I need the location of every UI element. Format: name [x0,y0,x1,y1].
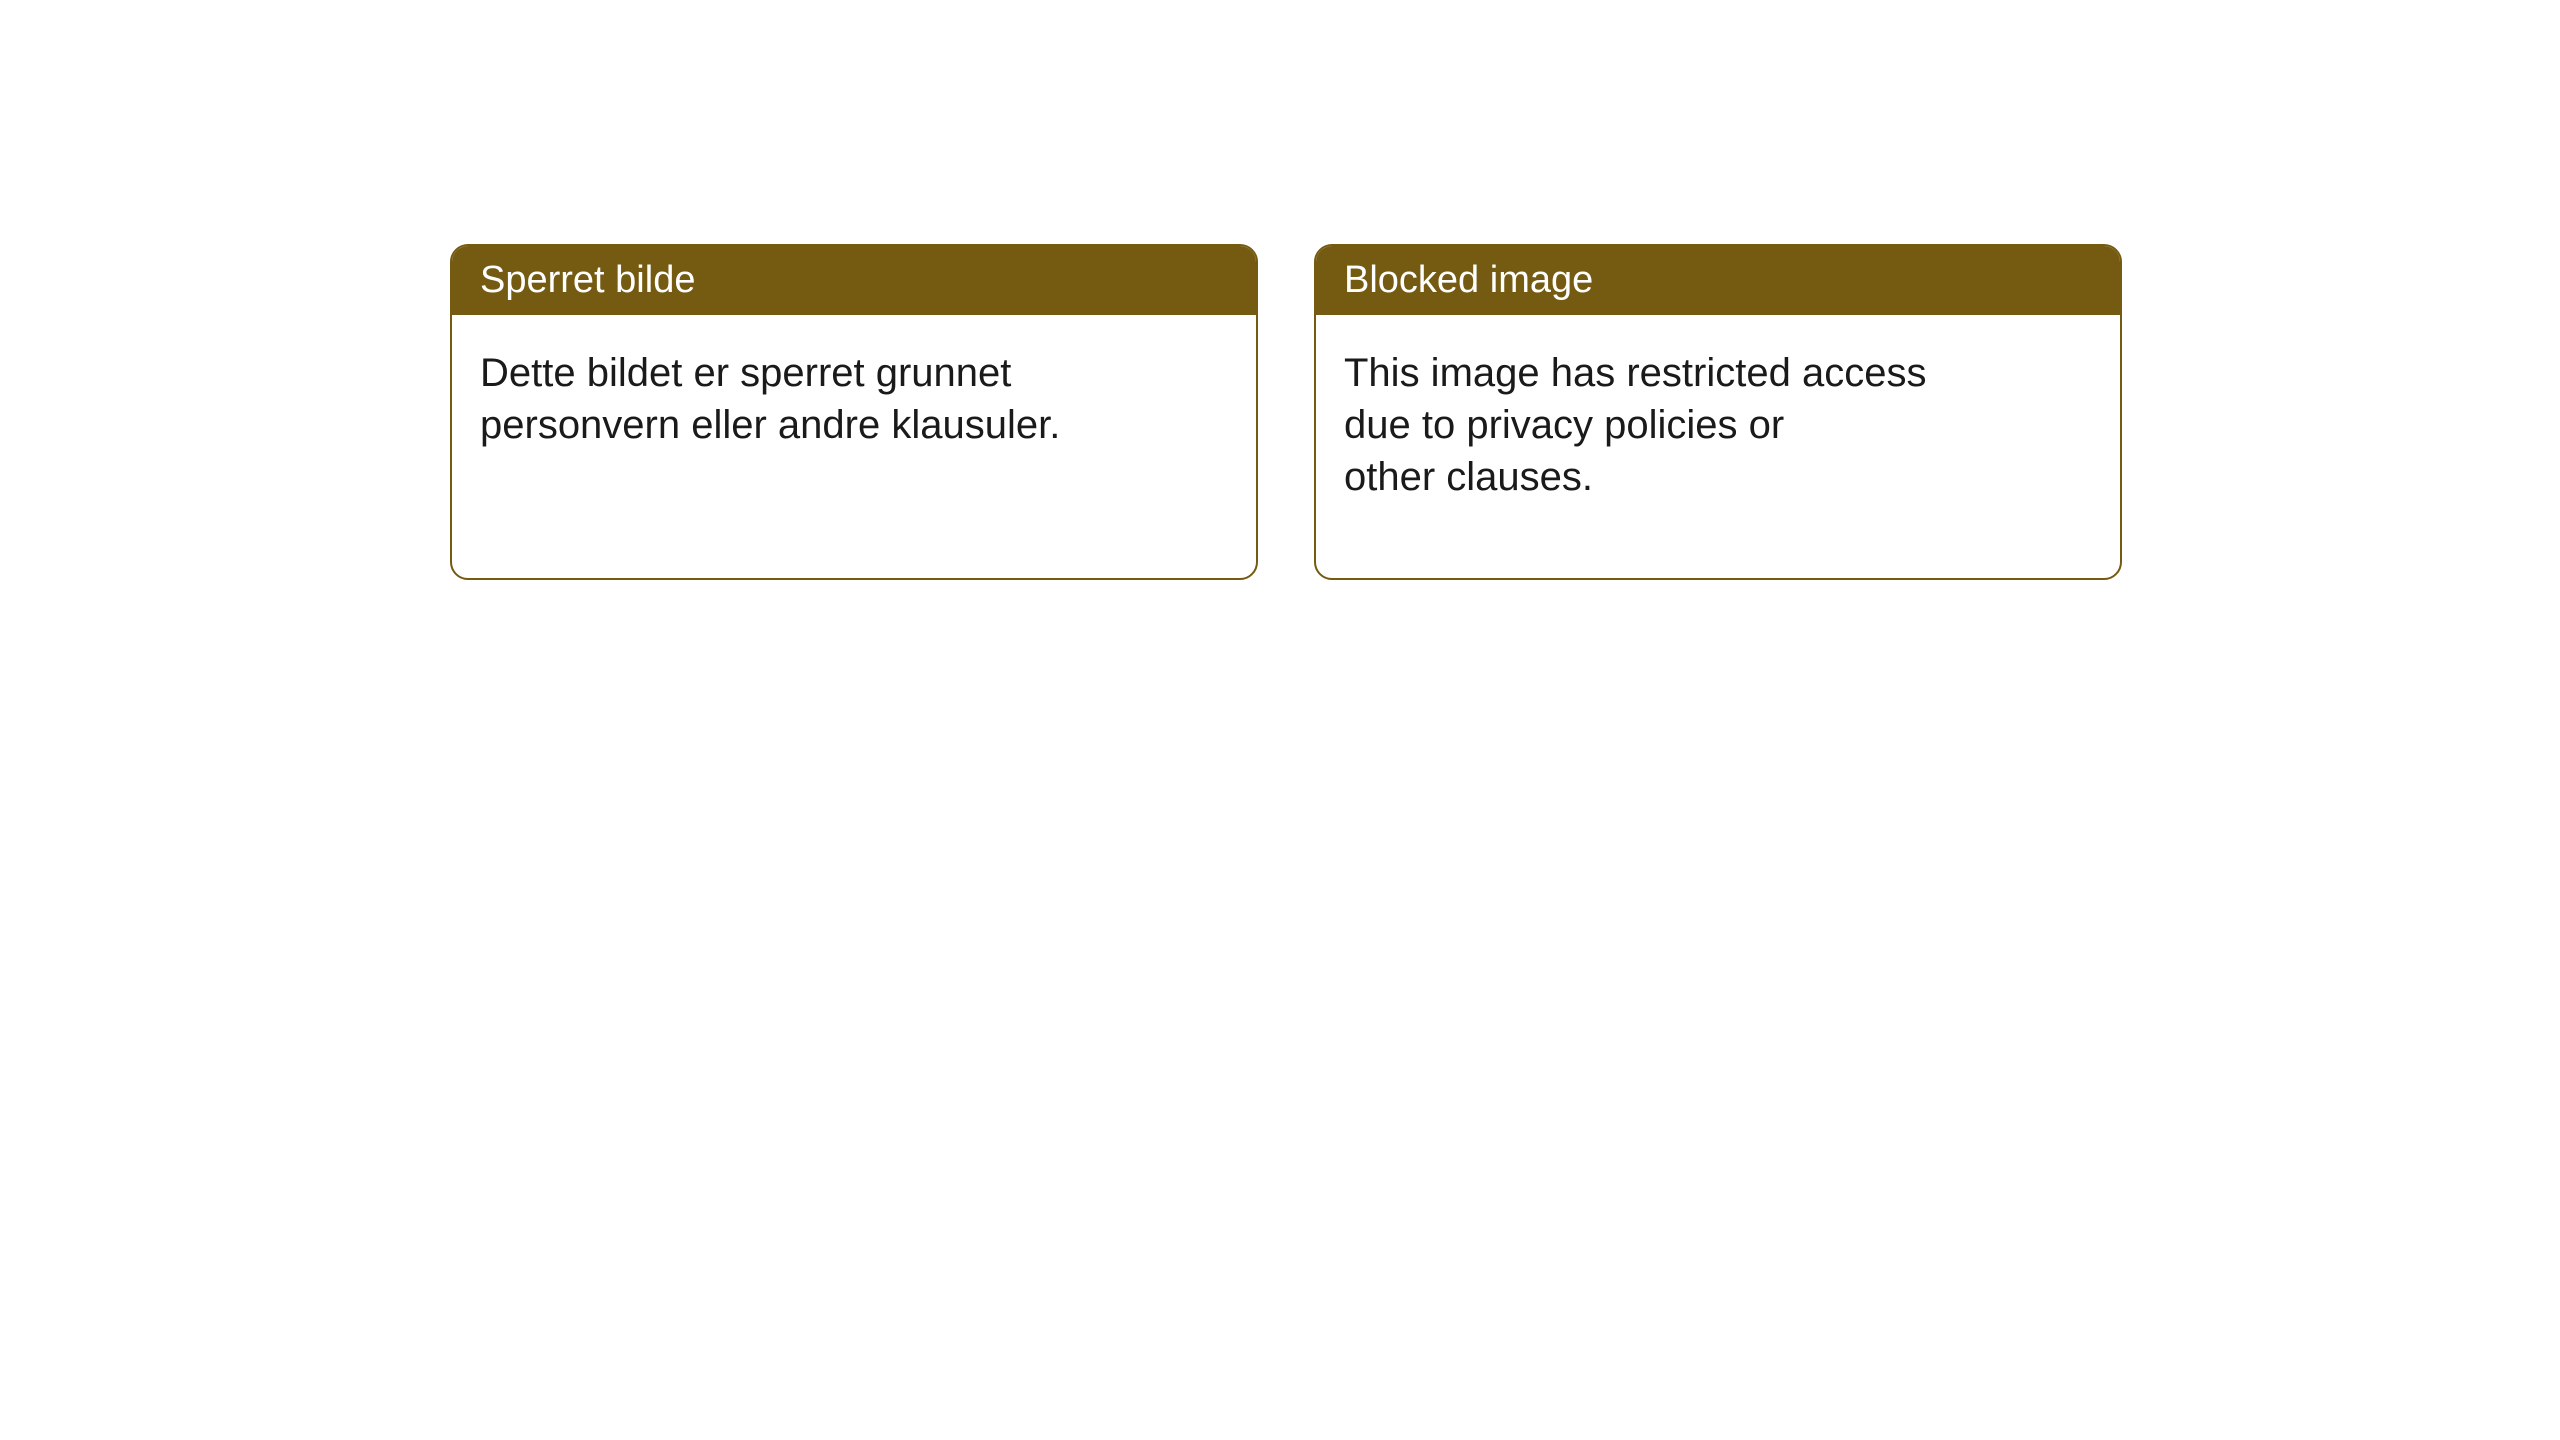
notice-card-norwegian: Sperret bilde Dette bildet er sperret gr… [450,244,1258,580]
notice-header: Blocked image [1316,246,2120,315]
notice-container: Sperret bilde Dette bildet er sperret gr… [0,0,2560,580]
notice-header: Sperret bilde [452,246,1256,315]
notice-body: Dette bildet er sperret grunnet personve… [452,315,1256,483]
notice-card-english: Blocked image This image has restricted … [1314,244,2122,580]
notice-body: This image has restricted access due to … [1316,315,2120,535]
